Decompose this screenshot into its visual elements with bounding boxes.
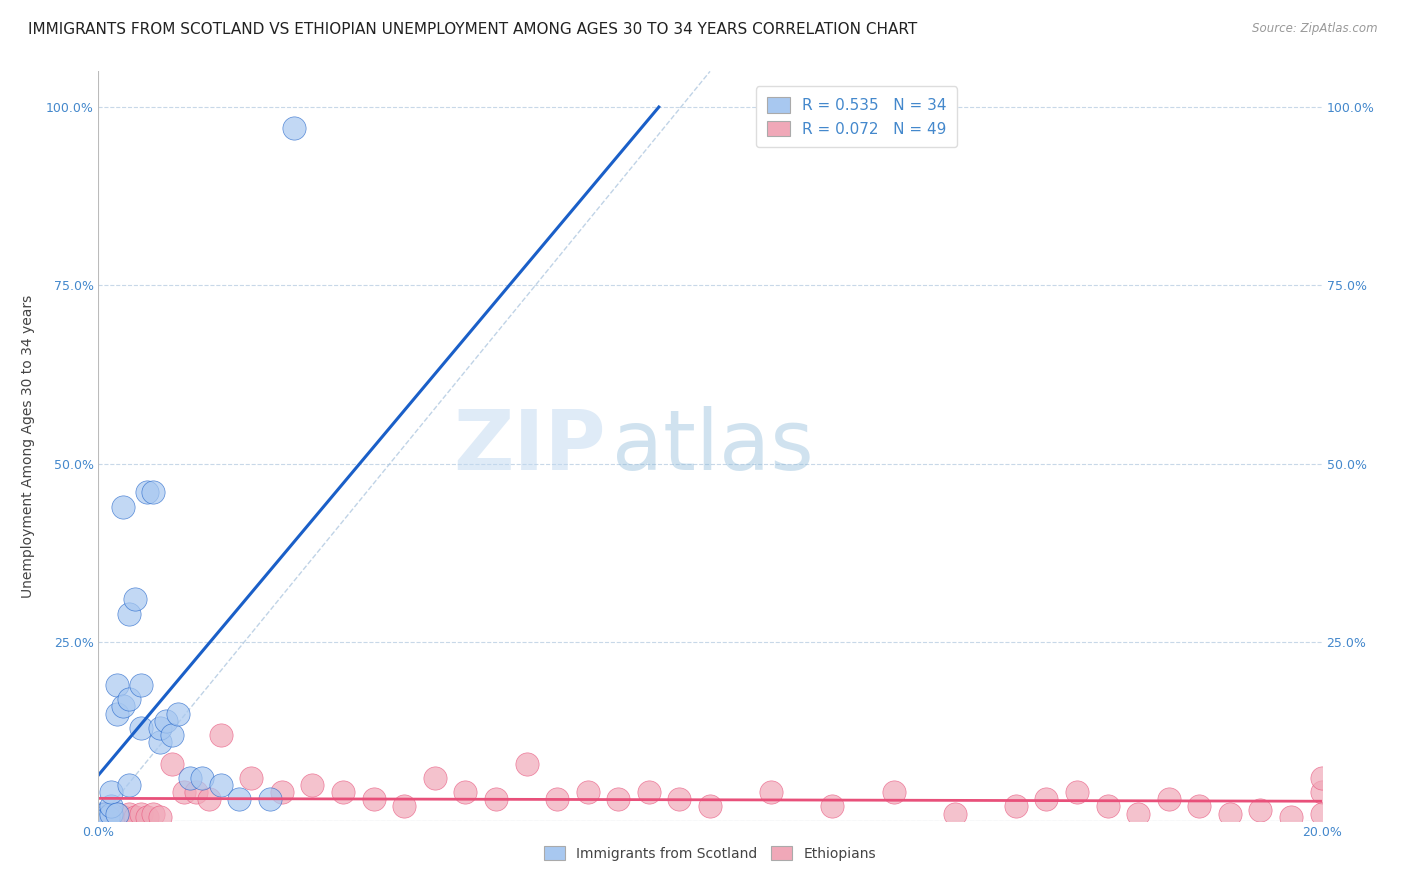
Point <box>118 806 141 821</box>
Point <box>149 735 172 749</box>
Point <box>392 799 416 814</box>
Point <box>155 714 177 728</box>
Point <box>90 814 112 828</box>
Point <box>1097 799 1119 814</box>
Point <box>516 756 538 771</box>
Point <box>1004 799 1026 814</box>
Point <box>179 771 201 785</box>
Point <box>167 706 190 721</box>
Point <box>111 810 134 824</box>
Point <box>668 792 690 806</box>
Point <box>1279 810 1302 824</box>
Point <box>100 810 122 824</box>
Point <box>90 810 112 824</box>
Text: atlas: atlas <box>612 406 814 486</box>
Point <box>1066 785 1088 799</box>
Point <box>105 706 128 721</box>
Point <box>129 678 152 692</box>
Point <box>100 785 122 799</box>
Point <box>105 806 128 821</box>
Point <box>142 806 165 821</box>
Y-axis label: Unemployment Among Ages 30 to 34 years: Unemployment Among Ages 30 to 34 years <box>21 294 35 598</box>
Point <box>93 806 115 821</box>
Point <box>129 806 152 821</box>
Point <box>105 806 128 821</box>
Point <box>173 785 195 799</box>
Point <box>546 792 568 806</box>
Point <box>136 485 159 500</box>
Point <box>454 785 477 799</box>
Point <box>363 792 385 806</box>
Text: ZIP: ZIP <box>454 406 606 486</box>
Point <box>197 792 219 806</box>
Point <box>149 721 172 735</box>
Point <box>1188 799 1211 814</box>
Point <box>270 785 292 799</box>
Point <box>423 771 446 785</box>
Point <box>301 778 323 792</box>
Point <box>129 721 152 735</box>
Point <box>209 778 232 792</box>
Point <box>485 792 508 806</box>
Point <box>97 810 120 824</box>
Point <box>1035 792 1057 806</box>
Text: Source: ZipAtlas.com: Source: ZipAtlas.com <box>1253 22 1378 36</box>
Point <box>576 785 599 799</box>
Point <box>1157 792 1180 806</box>
Point <box>100 806 122 821</box>
Point <box>1310 771 1333 785</box>
Point <box>821 799 844 814</box>
Point <box>607 792 630 806</box>
Point <box>283 121 305 136</box>
Point <box>160 728 183 742</box>
Point <box>191 771 214 785</box>
Point <box>240 771 263 785</box>
Point <box>118 778 141 792</box>
Point <box>124 810 146 824</box>
Point <box>100 799 122 814</box>
Point <box>97 814 120 828</box>
Point <box>699 799 721 814</box>
Point <box>1128 806 1150 821</box>
Point <box>111 500 134 514</box>
Point <box>943 806 966 821</box>
Point <box>149 810 172 824</box>
Point <box>142 485 165 500</box>
Point <box>228 792 250 806</box>
Point <box>93 814 115 828</box>
Point <box>118 607 141 621</box>
Point <box>111 699 134 714</box>
Point <box>1310 785 1333 799</box>
Point <box>1310 806 1333 821</box>
Point <box>93 806 115 821</box>
Point <box>118 692 141 706</box>
Point <box>93 810 115 824</box>
Point <box>883 785 905 799</box>
Point <box>90 806 112 821</box>
Point <box>160 756 183 771</box>
Text: IMMIGRANTS FROM SCOTLAND VS ETHIOPIAN UNEMPLOYMENT AMONG AGES 30 TO 34 YEARS COR: IMMIGRANTS FROM SCOTLAND VS ETHIOPIAN UN… <box>28 22 917 37</box>
Point <box>209 728 232 742</box>
Point <box>259 792 281 806</box>
Legend: Immigrants from Scotland, Ethiopians: Immigrants from Scotland, Ethiopians <box>538 840 882 866</box>
Point <box>759 785 782 799</box>
Point <box>637 785 661 799</box>
Point <box>105 678 128 692</box>
Point <box>332 785 354 799</box>
Point <box>136 810 159 824</box>
Point <box>1219 806 1241 821</box>
Point <box>186 785 208 799</box>
Point <box>1249 803 1271 817</box>
Point <box>124 592 146 607</box>
